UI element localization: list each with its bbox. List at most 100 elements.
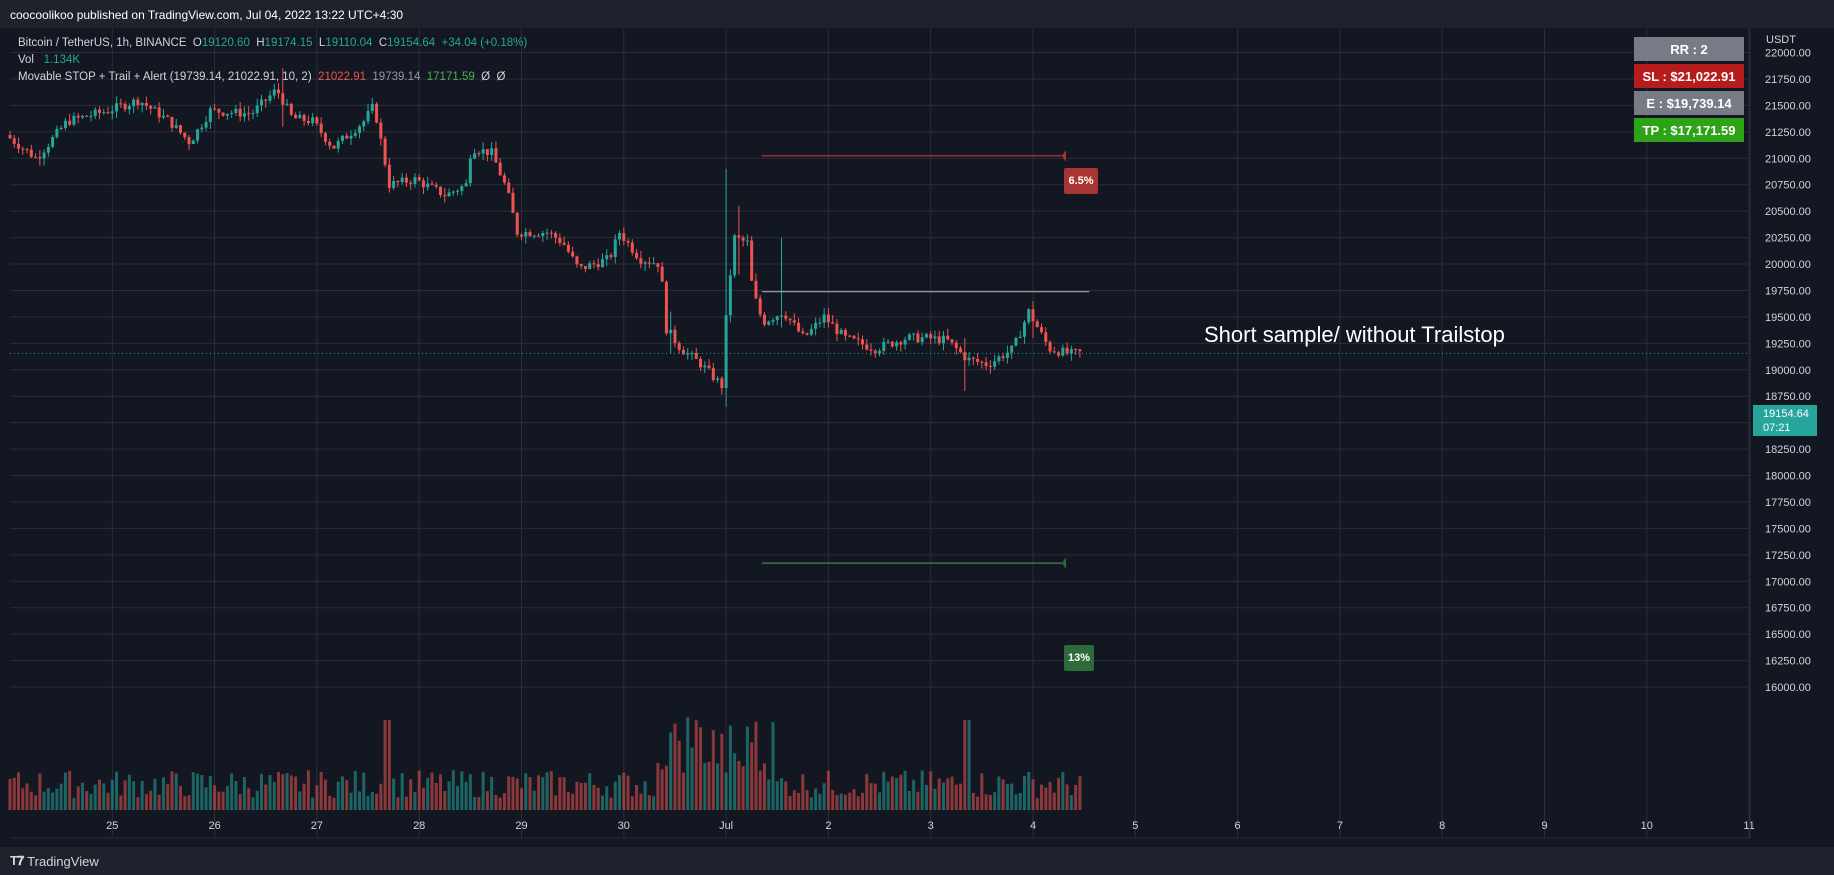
y-tick-label: 20500.00 bbox=[1765, 206, 1811, 218]
y-tick-label: 18250.00 bbox=[1765, 444, 1811, 456]
volume-bar bbox=[242, 776, 246, 810]
volume-bar bbox=[579, 782, 583, 810]
volume-bar bbox=[439, 774, 443, 810]
candle-body bbox=[856, 338, 860, 340]
volume-bar bbox=[647, 795, 651, 810]
candle-body bbox=[387, 164, 391, 188]
volume-bar bbox=[873, 783, 877, 810]
volume-bar bbox=[434, 782, 438, 810]
volume-bar bbox=[554, 795, 558, 810]
candle-body bbox=[818, 322, 822, 324]
candle-body bbox=[1052, 351, 1056, 353]
volume-bar bbox=[613, 781, 617, 810]
x-tick-label: 3 bbox=[928, 820, 934, 832]
candle-body bbox=[413, 177, 417, 184]
volume-bar bbox=[85, 791, 89, 810]
volume-bar bbox=[609, 797, 613, 810]
candle-body bbox=[85, 115, 89, 117]
volume-bar bbox=[681, 772, 685, 810]
tradingview-brand-text: TradingView bbox=[27, 853, 99, 869]
bar-countdown: 07:21 bbox=[1763, 422, 1791, 434]
volume-bar bbox=[17, 772, 21, 810]
symbol-label[interactable]: Bitcoin / TetherUS, 1h, BINANCE bbox=[18, 37, 187, 49]
candle-body bbox=[323, 133, 327, 142]
candle-body bbox=[809, 328, 813, 335]
candle-body bbox=[681, 349, 685, 355]
candle-body bbox=[639, 258, 643, 264]
volume-bar bbox=[1057, 778, 1061, 810]
volume-bar bbox=[179, 785, 182, 810]
indicator-label[interactable]: Movable STOP + Trail + Alert (19739.14, … bbox=[18, 71, 312, 83]
candle-body bbox=[161, 115, 165, 118]
candle-body bbox=[758, 298, 762, 315]
candle-body bbox=[716, 378, 720, 380]
candle-body bbox=[460, 186, 464, 191]
candle-body bbox=[1014, 337, 1018, 346]
volume-bar bbox=[259, 773, 263, 810]
candle-body bbox=[238, 108, 242, 117]
tradingview-logo[interactable]: T𝟕 TradingView bbox=[10, 853, 99, 869]
take-profit-box: TP : $17,171.59 bbox=[1634, 118, 1744, 142]
candle-body bbox=[434, 184, 438, 187]
volume-bar bbox=[25, 783, 29, 810]
chart-annotation-text[interactable]: Short sample/ without Trailstop bbox=[1204, 322, 1505, 347]
candle-body bbox=[831, 322, 835, 324]
volume-bar bbox=[298, 791, 302, 810]
candle-body bbox=[98, 109, 102, 113]
y-tick-label: 22000.00 bbox=[1765, 48, 1811, 60]
candle-body bbox=[959, 348, 963, 353]
high-value: 19174.15 bbox=[264, 37, 313, 49]
candle-body bbox=[1005, 352, 1009, 359]
volume-bar bbox=[963, 720, 967, 810]
candle-body bbox=[946, 335, 950, 340]
candle-body bbox=[1018, 336, 1022, 338]
candle-body bbox=[741, 237, 745, 241]
candle-body bbox=[1048, 342, 1052, 352]
volume-bar bbox=[865, 774, 869, 810]
volume-bar bbox=[869, 783, 873, 810]
volume-label[interactable]: Vol bbox=[18, 54, 34, 66]
candle-body bbox=[17, 143, 21, 149]
candle-body bbox=[635, 252, 639, 259]
candle-body bbox=[302, 114, 306, 121]
volume-bar bbox=[630, 796, 634, 810]
last-price-label: 19154.64 07:21 bbox=[1753, 405, 1817, 436]
volume-bar bbox=[673, 723, 677, 810]
candle-body bbox=[792, 320, 796, 323]
target-percent-tag[interactable]: 13% bbox=[1064, 645, 1094, 671]
volume-bar bbox=[404, 796, 408, 810]
volume-bar bbox=[720, 733, 724, 810]
candle-body bbox=[873, 350, 877, 354]
candle-body bbox=[456, 190, 460, 192]
y-tick-label: 19000.00 bbox=[1765, 365, 1811, 377]
volume-bar bbox=[234, 780, 238, 810]
volume-bar bbox=[507, 776, 511, 810]
volume-bar bbox=[1052, 792, 1056, 810]
candle-body bbox=[264, 99, 268, 101]
candle-body bbox=[68, 120, 72, 125]
volume-bar bbox=[677, 740, 681, 810]
volume-bar bbox=[468, 774, 472, 810]
candle-body bbox=[775, 316, 779, 321]
volume-bar bbox=[541, 777, 545, 810]
candle-body bbox=[370, 103, 374, 111]
candle-body bbox=[319, 123, 323, 134]
volume-bar bbox=[818, 793, 822, 810]
candle-body bbox=[920, 337, 924, 343]
candle-body bbox=[733, 235, 737, 276]
volume-bar bbox=[562, 777, 566, 810]
volume-bar bbox=[166, 784, 170, 810]
y-tick-label: 20000.00 bbox=[1765, 259, 1811, 271]
volume-bar bbox=[571, 793, 575, 810]
volume-bar bbox=[1018, 792, 1022, 810]
volume-bar bbox=[1014, 794, 1018, 810]
volume-bar bbox=[784, 781, 788, 810]
x-tick-label: 11 bbox=[1743, 820, 1754, 832]
stop-percent-tag[interactable]: 6.5% bbox=[1064, 168, 1098, 194]
candle-body bbox=[865, 344, 869, 350]
candle-body bbox=[1069, 349, 1073, 354]
volume-bar bbox=[549, 771, 553, 810]
open-value: 19120.60 bbox=[201, 37, 250, 49]
volume-bar bbox=[848, 792, 852, 810]
